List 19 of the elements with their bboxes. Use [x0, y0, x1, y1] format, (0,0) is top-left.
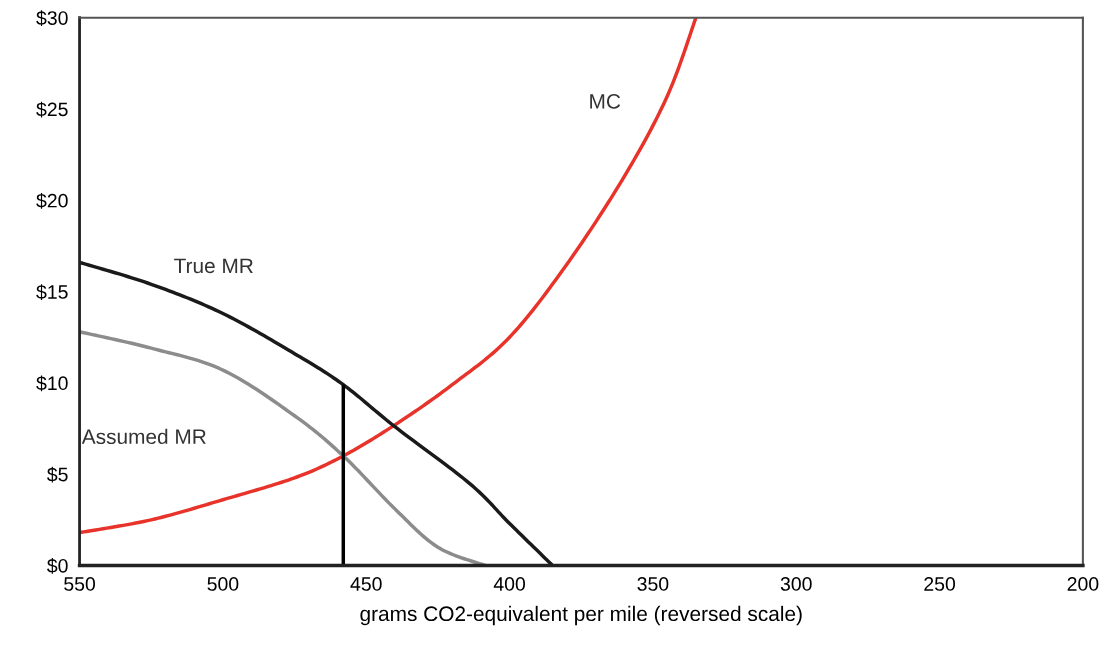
series-label: MC — [590, 94, 621, 109]
y-tick-label: $30 — [36, 10, 68, 27]
x-tick-label: 200 — [1067, 577, 1099, 591]
y-tick-label: $0 — [47, 558, 68, 574]
x-tick-label: 350 — [637, 577, 669, 591]
y-tick-label: $20 — [36, 192, 68, 209]
x-tick-label: 250 — [924, 577, 956, 591]
y-tick-label: $25 — [36, 101, 68, 118]
text: Assumed MR — [81, 428, 206, 445]
x-tick-label: 300 — [780, 577, 812, 591]
x-tick-label: 450 — [350, 577, 382, 591]
series-label: True MR — [174, 258, 253, 274]
y-tick-label: $5 — [47, 466, 68, 483]
x-tick-label: 400 — [493, 577, 526, 591]
x-tick-label: 500 — [207, 577, 239, 591]
x-axis-title: grams CO2-equivalent per mile (reversed scale) — [360, 605, 802, 626]
x-tick-label: 550 — [64, 577, 96, 591]
y-tick-label: $15 — [36, 284, 68, 300]
y-tick-label: $10 — [36, 375, 68, 392]
